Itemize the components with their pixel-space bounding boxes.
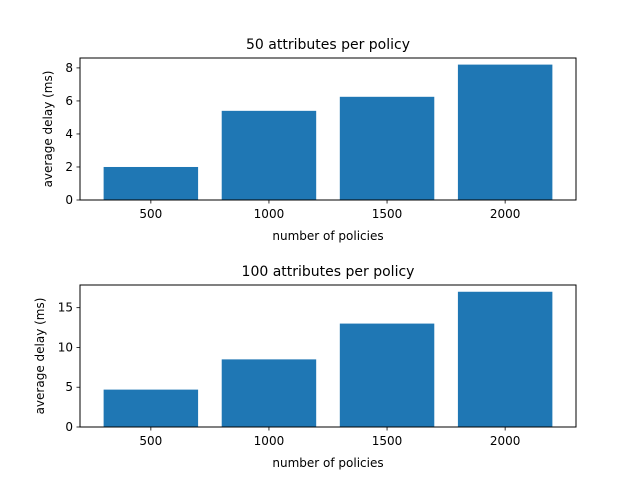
chart-bottom-ytick-label-10: 10: [58, 340, 73, 354]
chart-top-ytick-label-6: 6: [65, 94, 73, 108]
chart-top-axes-frame: [79, 57, 577, 201]
chart-top-bar-1000: [221, 110, 317, 200]
chart-top-title: 50 attributes per policy: [246, 37, 410, 53]
chart-top-xtick-label-2000: 2000: [490, 207, 521, 221]
chart-bottom-bar-500: [103, 389, 199, 427]
chart-bottom-ytick-label-5: 5: [65, 380, 73, 394]
chart-top-bar-500: [103, 166, 199, 200]
chart-bottom-bar-1500: [339, 323, 435, 427]
chart-bottom-bar-1000: [221, 359, 317, 427]
chart-top-xtick-label-1500: 1500: [372, 207, 403, 221]
chart-bottom-xtick-label-500: 500: [139, 434, 162, 448]
chart-bottom-xlabel: number of policies: [272, 456, 383, 470]
chart-bottom-ytick-label-0: 0: [65, 420, 73, 434]
chart-top-xtick-label-1000: 1000: [254, 207, 285, 221]
chart-bottom-xtick-label-2000: 2000: [490, 434, 521, 448]
chart-bottom-title: 100 attributes per policy: [242, 264, 415, 280]
chart-bottom-bars: [103, 291, 553, 427]
chart-top-bar-1500: [339, 96, 435, 200]
chart-bottom-xtick-label-1000: 1000: [254, 434, 285, 448]
chart-top-ticks: 500 1000 1500 2000 0 2 4 6 8: [65, 61, 520, 221]
chart-bottom-bar-2000: [457, 291, 553, 427]
chart-bottom-xtick-label-1500: 1500: [372, 434, 403, 448]
chart-top: 50 attributes per policy 500 1000 1500 2000…: [41, 37, 577, 243]
chart-bottom-ylabel: average delay (ms): [33, 298, 47, 415]
chart-bottom-ticks: 500 1000 1500 2000 0 5 10 15: [58, 301, 521, 448]
chart-top-bars: [103, 64, 553, 201]
chart-top-xtick-label-500: 500: [139, 207, 162, 221]
chart-top-ytick-label-8: 8: [65, 61, 73, 75]
chart-top-ytick-label-2: 2: [65, 160, 73, 174]
chart-top-ylabel: average delay (ms): [41, 71, 55, 188]
chart-bottom-ytick-label-15: 15: [58, 301, 73, 315]
chart-top-xlabel: number of policies: [272, 229, 383, 243]
chart-bottom: 100 attributes per policy 500 1000 1500 200…: [33, 264, 577, 470]
chart-top-ytick-label-4: 4: [65, 127, 73, 141]
chart-top-ytick-label-0: 0: [65, 193, 73, 207]
chart-bottom-axes-frame: [79, 284, 577, 428]
chart-top-bar-2000: [457, 64, 553, 201]
